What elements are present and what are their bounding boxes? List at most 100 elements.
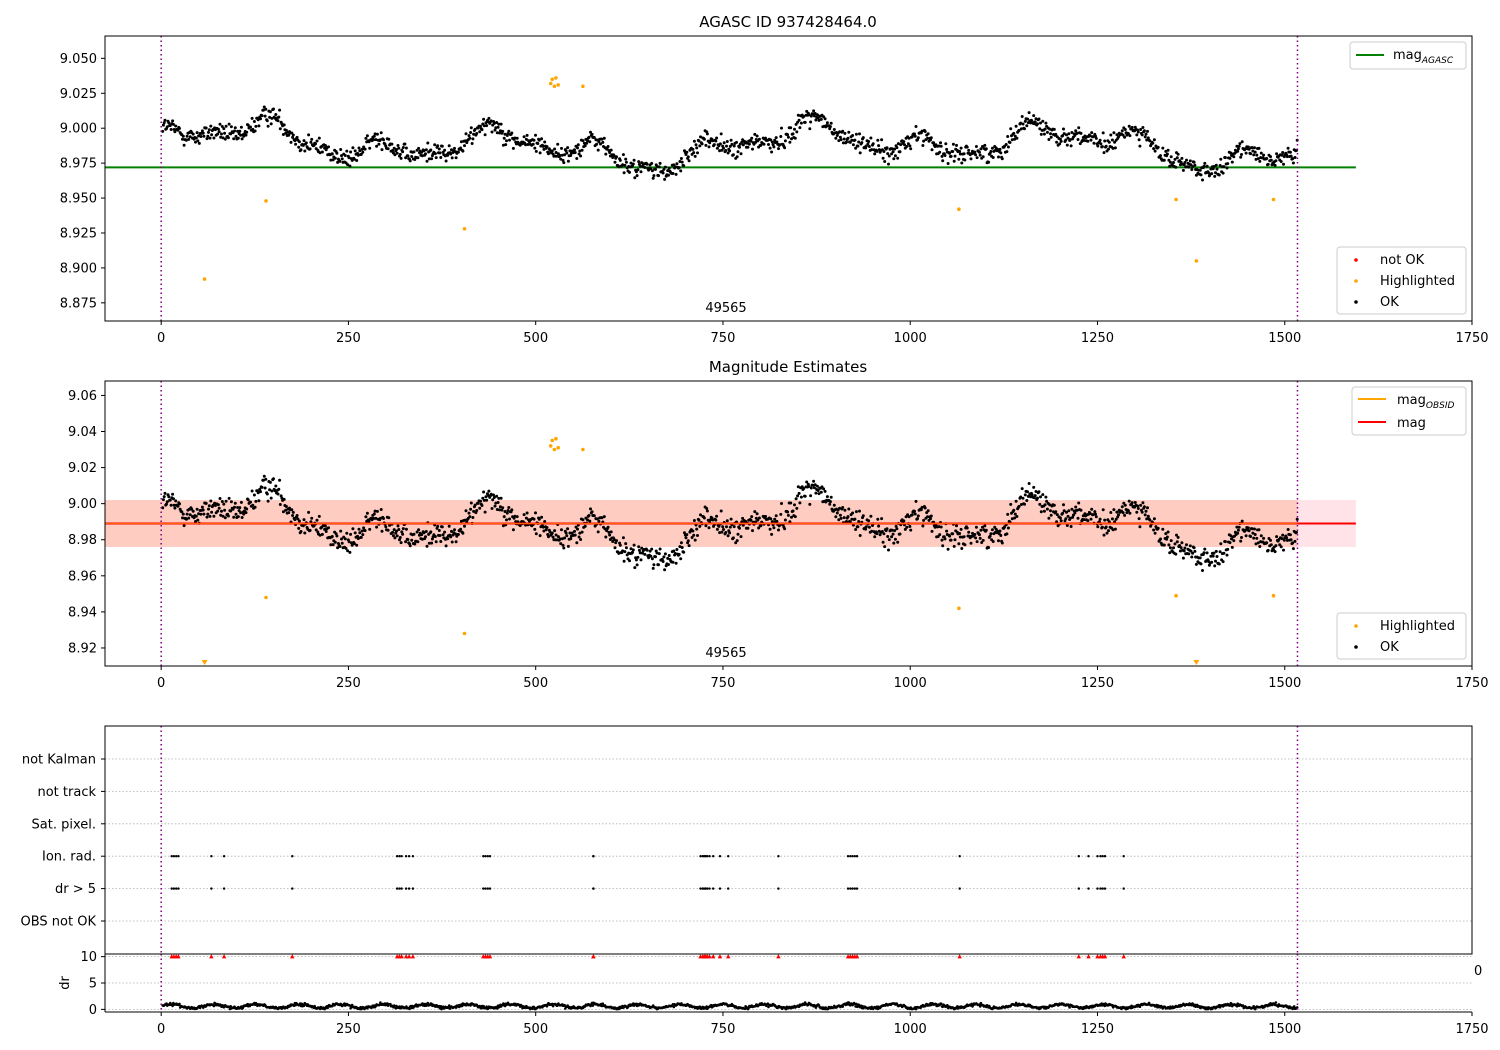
ok-point — [171, 492, 175, 496]
ok-point — [615, 155, 618, 159]
ok-point — [957, 157, 961, 161]
ok-point — [187, 516, 191, 520]
ok-point — [825, 121, 829, 125]
ok-point — [1205, 164, 1209, 168]
ok-point — [1041, 119, 1045, 123]
ok-point — [490, 130, 494, 134]
ok-point — [685, 533, 689, 537]
ok-point — [433, 143, 437, 147]
ok-point — [869, 136, 873, 140]
ok-point — [894, 524, 898, 528]
ok-point — [211, 503, 215, 507]
x-tick-label: 1500 — [1268, 1022, 1301, 1037]
ok-point — [1088, 512, 1092, 515]
dr-flag-marker — [290, 954, 295, 959]
ok-point — [434, 156, 438, 160]
ok-point — [711, 518, 715, 522]
panel-magnitude-legend-lines: magOBSID mag — [1351, 386, 1467, 436]
ok-point — [922, 518, 926, 522]
ok-point — [229, 132, 233, 136]
ok-point — [1291, 161, 1295, 165]
ok-point — [459, 527, 463, 531]
ok-point — [1127, 124, 1131, 128]
ok-point — [340, 157, 344, 161]
ok-point — [1110, 138, 1114, 142]
ok-point — [251, 503, 255, 507]
ok-point — [736, 150, 740, 154]
ok-point — [941, 159, 945, 163]
ok-point — [568, 531, 572, 535]
ok-point — [256, 491, 260, 495]
ok-point — [600, 516, 604, 520]
ok-point — [362, 526, 366, 530]
dr-point — [857, 1003, 860, 1006]
ok-point — [532, 517, 536, 521]
ok-point — [1066, 514, 1070, 518]
ok-point — [667, 554, 671, 557]
ok-point — [1258, 159, 1262, 163]
ok-point — [1209, 554, 1213, 558]
ok-point — [847, 130, 851, 134]
ok-point — [497, 496, 501, 500]
ok-point — [812, 114, 816, 118]
ok-point — [1105, 531, 1109, 535]
ok-point — [221, 514, 225, 518]
dr-flag-marker — [726, 954, 731, 959]
ok-point — [263, 114, 267, 118]
ok-point — [958, 152, 962, 156]
ok-point — [363, 147, 367, 151]
ok-point — [677, 166, 681, 170]
ok-point — [1182, 163, 1186, 167]
ok-point — [281, 510, 285, 514]
dr-flag-marker — [1086, 954, 1091, 959]
dr-flag-marker — [399, 954, 404, 959]
ok-point — [1128, 134, 1132, 138]
ok-point — [929, 514, 933, 518]
ok-point — [532, 138, 536, 142]
ok-point — [505, 511, 509, 515]
flag-point — [712, 887, 715, 890]
x-tick-label: 250 — [336, 331, 361, 346]
ok-point — [988, 534, 992, 538]
ok-point — [391, 534, 395, 538]
ok-point — [495, 508, 499, 511]
ok-point — [1152, 528, 1156, 532]
ok-point — [359, 535, 363, 539]
ok-point — [401, 146, 405, 149]
ok-point — [162, 495, 166, 499]
ok-point — [1109, 133, 1113, 137]
dr-flag-marker — [410, 954, 416, 959]
ok-point — [1107, 147, 1110, 151]
highlighted-point — [264, 199, 268, 203]
ok-point — [1113, 146, 1117, 150]
ok-point — [408, 159, 412, 163]
ok-point — [1104, 525, 1108, 529]
ok-point — [588, 140, 592, 144]
ok-point — [264, 477, 268, 481]
ok-point — [401, 150, 405, 154]
ok-point — [1058, 516, 1062, 520]
ok-point — [798, 126, 802, 130]
ok-point — [1104, 144, 1108, 148]
ok-point — [542, 147, 546, 151]
ok-point — [793, 127, 796, 131]
ok-point — [361, 533, 365, 537]
ok-point — [786, 133, 790, 137]
ok-point — [871, 142, 875, 146]
ok-point — [356, 153, 360, 157]
ok-point — [224, 124, 228, 128]
ok-point — [877, 524, 881, 528]
flag-point — [708, 887, 711, 890]
dr-flag-marker — [591, 954, 596, 959]
ok-point — [181, 512, 185, 516]
flag-point — [592, 855, 595, 858]
ok-point — [887, 548, 890, 552]
ok-point — [943, 154, 947, 157]
ok-point — [485, 124, 489, 128]
ok-point — [609, 148, 613, 152]
ok-point — [919, 508, 923, 512]
ok-point — [680, 546, 684, 549]
ok-point — [673, 165, 677, 169]
panel-agasc: AGASC ID 937428464.0 0 250 500 750 1000 1250 1… — [60, 13, 1489, 346]
ok-point — [663, 165, 667, 169]
